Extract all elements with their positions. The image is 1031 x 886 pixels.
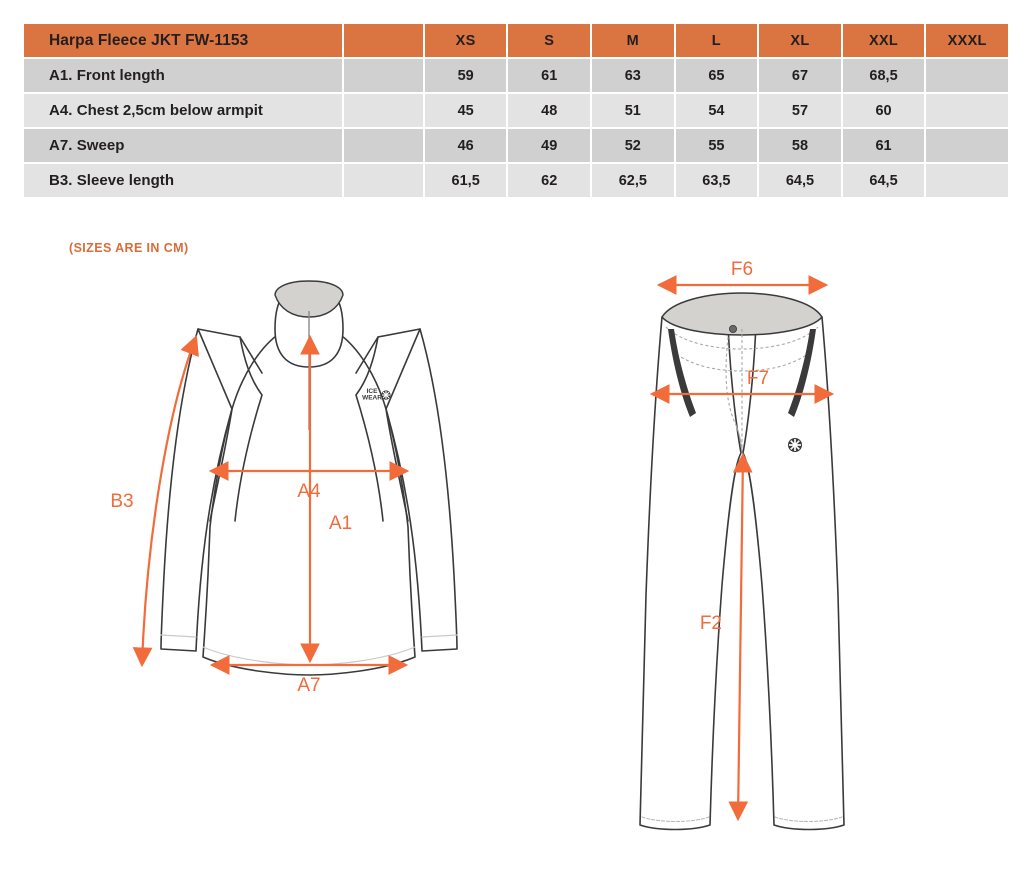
header-size-xs: XS xyxy=(424,24,507,57)
jacket-illustration: ICE WEAR B3 xyxy=(110,275,560,775)
snowflake-icon xyxy=(381,390,391,400)
measure-f6: F6 xyxy=(656,259,829,295)
table-body: A1. Front length 59 61 63 65 67 68,5 A4.… xyxy=(24,59,1008,197)
cell-a4-xxl: 60 xyxy=(842,94,925,127)
cell-a7-m: 52 xyxy=(592,129,674,162)
measure-a4: A4 xyxy=(208,461,410,502)
row-spacer xyxy=(344,164,423,197)
measure-f7: F7 xyxy=(649,368,835,404)
row-label-b3: B3. Sleeve length xyxy=(24,164,343,197)
header-size-xxl: XXL xyxy=(842,24,925,57)
cell-a1-xs: 59 xyxy=(424,59,507,92)
pants-illustration: F6 F7 F2 xyxy=(610,259,940,865)
table-header: Harpa Fleece JKT FW-1153 XS S M L XL XXL… xyxy=(24,24,1008,57)
row-label-a4: A4. Chest 2,5cm below armpit xyxy=(24,94,343,127)
cell-a4-xxxl xyxy=(926,94,1008,127)
cell-a7-xs: 46 xyxy=(424,129,507,162)
measure-label-f2: F2 xyxy=(700,613,722,634)
cell-a1-xl: 67 xyxy=(759,59,841,92)
measure-label-b3: B3 xyxy=(110,491,133,512)
header-size-xl: XL xyxy=(759,24,841,57)
size-chart-table: Harpa Fleece JKT FW-1153 XS S M L XL XXL… xyxy=(22,22,1010,199)
cell-a1-xxxl xyxy=(926,59,1008,92)
snowflake-icon xyxy=(788,438,802,452)
cell-a1-s: 61 xyxy=(508,59,591,92)
pants-detail-stitching xyxy=(665,326,819,372)
row-label-a7: A7. Sweep xyxy=(24,129,343,162)
cell-a4-xs: 45 xyxy=(424,94,507,127)
table-row: A7. Sweep 46 49 52 55 58 61 xyxy=(24,129,1008,162)
cell-a4-l: 54 xyxy=(675,94,758,127)
cell-a4-m: 51 xyxy=(592,94,674,127)
header-size-l: L xyxy=(675,24,758,57)
table-row: A1. Front length 59 61 63 65 67 68,5 xyxy=(24,59,1008,92)
cell-b3-xl: 64,5 xyxy=(759,164,841,197)
header-size-s: S xyxy=(508,24,591,57)
measure-label-a1: A1 xyxy=(329,513,352,534)
row-spacer xyxy=(344,129,423,162)
measure-label-f7: F7 xyxy=(747,368,769,389)
row-spacer xyxy=(344,59,423,92)
header-size-xxxl: XXXL xyxy=(926,24,1008,57)
cell-a4-s: 48 xyxy=(508,94,591,127)
illustrations-container: ICE WEAR B3 xyxy=(0,259,1031,886)
measure-label-a7: A7 xyxy=(297,675,320,696)
row-spacer xyxy=(344,94,423,127)
brand-logo-line1: ICE xyxy=(367,388,379,395)
brand-logo: ICE WEAR xyxy=(362,388,391,402)
header-row: Harpa Fleece JKT FW-1153 XS S M L XL XXL… xyxy=(24,24,1008,57)
cell-a1-xxl: 68,5 xyxy=(842,59,925,92)
cell-a7-l: 55 xyxy=(675,129,758,162)
cell-b3-xxl: 64,5 xyxy=(842,164,925,197)
pants-button xyxy=(729,325,738,334)
measure-a1: A1 xyxy=(300,334,352,664)
cell-a7-xl: 58 xyxy=(759,129,841,162)
cell-b3-m: 62,5 xyxy=(592,164,674,197)
cell-b3-xxxl xyxy=(926,164,1008,197)
header-spacer xyxy=(344,24,423,57)
product-title: Harpa Fleece JKT FW-1153 xyxy=(24,24,343,57)
cell-a4-xl: 57 xyxy=(759,94,841,127)
cell-b3-xs: 61,5 xyxy=(424,164,507,197)
cell-a1-m: 63 xyxy=(592,59,674,92)
cell-a7-xxxl xyxy=(926,129,1008,162)
measure-a7: A7 xyxy=(209,655,409,696)
cell-a7-xxl: 61 xyxy=(842,129,925,162)
units-note: (SIZES ARE IN CM) xyxy=(69,241,189,255)
cell-b3-l: 63,5 xyxy=(675,164,758,197)
header-size-m: M xyxy=(592,24,674,57)
cell-a1-l: 65 xyxy=(675,59,758,92)
table-row: B3. Sleeve length 61,5 62 62,5 63,5 64,5… xyxy=(24,164,1008,197)
size-chart-table-container: Harpa Fleece JKT FW-1153 XS S M L XL XXL… xyxy=(22,22,1010,199)
measure-f2: F2 xyxy=(700,452,753,822)
measure-b3: B3 xyxy=(110,334,199,668)
cell-b3-s: 62 xyxy=(508,164,591,197)
table-row: A4. Chest 2,5cm below armpit 45 48 51 54… xyxy=(24,94,1008,127)
brand-logo-line2: WEAR xyxy=(362,395,382,402)
measure-label-a4: A4 xyxy=(297,481,321,502)
row-label-a1: A1. Front length xyxy=(24,59,343,92)
cell-a7-s: 49 xyxy=(508,129,591,162)
measure-label-f6: F6 xyxy=(731,259,753,280)
